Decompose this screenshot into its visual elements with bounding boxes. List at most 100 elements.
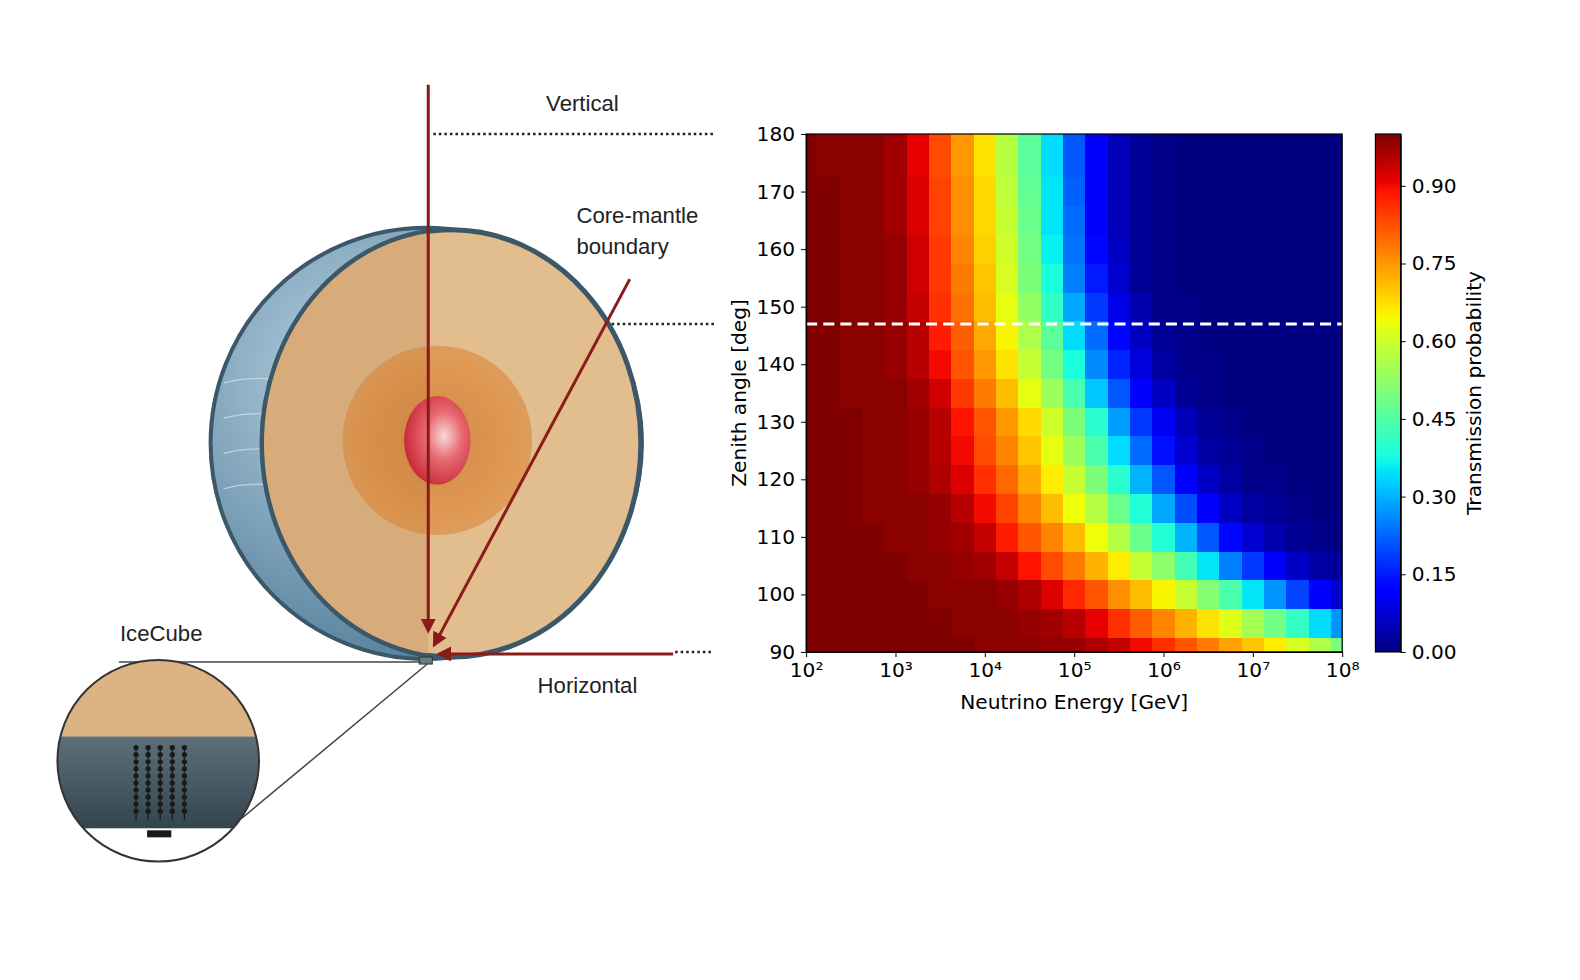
tick: 10⁶	[1147, 652, 1181, 682]
heatmap-cell	[951, 493, 974, 522]
heatmap-cell	[907, 148, 930, 177]
heatmap-cell	[1018, 378, 1041, 407]
heatmap-cell	[884, 292, 907, 321]
heatmap-cell	[1108, 407, 1131, 436]
heatmap-cell	[996, 436, 1019, 465]
heatmap-cell	[1197, 234, 1220, 263]
heatmap-cell	[1197, 378, 1220, 407]
heatmap-cell	[817, 637, 840, 652]
heatmap-cell	[1197, 465, 1220, 494]
optical-module	[133, 766, 138, 771]
heatmap-cell	[996, 134, 1019, 149]
heatmap-cell	[1242, 637, 1265, 652]
optical-module	[170, 759, 175, 764]
heatmap-cell	[1219, 522, 1242, 551]
heatmap-cell	[1018, 292, 1041, 321]
heatmap-cell	[1108, 263, 1131, 292]
heatmap-cell	[1085, 493, 1108, 522]
heatmap-cell	[974, 177, 997, 206]
heatmap-cell	[1219, 493, 1242, 522]
heatmap-cell	[1085, 234, 1108, 263]
diagram-label: Vertical	[546, 91, 619, 116]
heatmap-cell	[1286, 148, 1309, 177]
heatmap-cell	[929, 263, 952, 292]
heatmap-cell	[907, 378, 930, 407]
heatmap-cell	[884, 378, 907, 407]
tick: 10⁵	[1058, 652, 1092, 682]
deepcore-icon	[147, 830, 171, 837]
heatmap-cell	[1175, 608, 1198, 637]
heatmap-cell	[1018, 580, 1041, 609]
heatmap-cell	[907, 263, 930, 292]
heatmap-cell	[862, 350, 885, 379]
heatmap-cell	[817, 206, 840, 235]
heatmap-cell	[862, 234, 885, 263]
outer-core	[343, 346, 532, 535]
heatmap-cell	[806, 134, 818, 149]
tick-mark	[1401, 186, 1406, 187]
heatmap-cell	[929, 465, 952, 494]
tick-label: 140	[757, 352, 795, 376]
earth-diagram: VerticalHorizontalIceCubeCore-mantleboun…	[50, 85, 715, 869]
heatmap-cell	[884, 407, 907, 436]
heatmap-cell	[1219, 177, 1242, 206]
heatmap-cell	[929, 493, 952, 522]
heatmap-cell	[907, 637, 930, 652]
heatmap-cell	[817, 234, 840, 263]
heatmap-cell	[1219, 608, 1242, 637]
heatmap-cell	[840, 134, 863, 149]
tick-label: 100	[757, 582, 795, 606]
heatmap-cell	[1130, 263, 1153, 292]
axis-title: Zenith angle [deg]	[727, 299, 751, 487]
heatmap-cell	[907, 234, 930, 263]
heatmap-cell	[1063, 551, 1086, 580]
heatmap-cell	[1130, 350, 1153, 379]
heatmap-cell	[1242, 436, 1265, 465]
heatmap-cell	[1085, 407, 1108, 436]
heatmap-cell	[1264, 234, 1287, 263]
heatmap-cell	[1085, 134, 1108, 149]
tick: 0.15	[1401, 562, 1457, 586]
heatmap-cell	[1242, 234, 1265, 263]
heatmap-cell	[1264, 206, 1287, 235]
heatmap-cell	[1197, 436, 1220, 465]
heatmap-cell	[1130, 234, 1153, 263]
heatmap-cell	[929, 350, 952, 379]
optical-module	[170, 809, 175, 814]
heatmap-cell	[840, 580, 863, 609]
heatmap-cell	[884, 580, 907, 609]
tick: 150	[757, 295, 807, 319]
heatmap-cell	[884, 551, 907, 580]
heatmap-cell	[1063, 608, 1086, 637]
heatmap-cell	[1219, 465, 1242, 494]
heatmap-cell	[1085, 378, 1108, 407]
heatmap-cell	[1063, 436, 1086, 465]
heatmap-cell	[996, 608, 1019, 637]
heatmap-cell	[1130, 493, 1153, 522]
heatmap-cell	[1152, 350, 1175, 379]
tick: 90	[769, 640, 806, 664]
heatmap-cell	[862, 148, 885, 177]
heatmap-cell	[1152, 551, 1175, 580]
heatmap-cell	[1175, 206, 1198, 235]
arrow-vertical	[427, 85, 430, 631]
chart: 10²10³10⁴10⁵10⁶10⁷10⁸9010011012013014015…	[727, 119, 1487, 714]
heatmap-cell	[1219, 206, 1242, 235]
optical-module	[146, 759, 151, 764]
heatmap-cell	[1041, 378, 1064, 407]
heatmap-cell	[929, 378, 952, 407]
heatmap-cell	[840, 465, 863, 494]
heatmap-cell	[1041, 551, 1064, 580]
heatmap-cell	[1063, 580, 1086, 609]
tick: 140	[757, 352, 807, 376]
tick: 0.90	[1401, 174, 1457, 198]
heatmap-cell	[1264, 263, 1287, 292]
heatmap-cell	[1018, 234, 1041, 263]
mantle-cut-shade	[264, 232, 428, 655]
heatmap-cell	[1108, 580, 1131, 609]
heatmap-cell	[929, 637, 952, 652]
heatmap-cell	[974, 263, 997, 292]
heatmap-cell	[862, 292, 885, 321]
heatmap-cell	[1108, 350, 1131, 379]
heatmap-cell	[1286, 551, 1309, 580]
